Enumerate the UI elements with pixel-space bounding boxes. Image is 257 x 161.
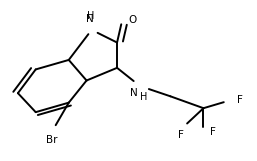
Text: H: H: [87, 11, 94, 21]
Text: O: O: [128, 15, 137, 25]
Text: N: N: [130, 88, 137, 98]
Text: Br: Br: [47, 135, 58, 145]
Text: F: F: [236, 95, 242, 105]
Text: H: H: [140, 92, 148, 102]
Text: N: N: [87, 14, 94, 24]
Text: F: F: [178, 130, 183, 140]
Text: F: F: [210, 127, 216, 137]
